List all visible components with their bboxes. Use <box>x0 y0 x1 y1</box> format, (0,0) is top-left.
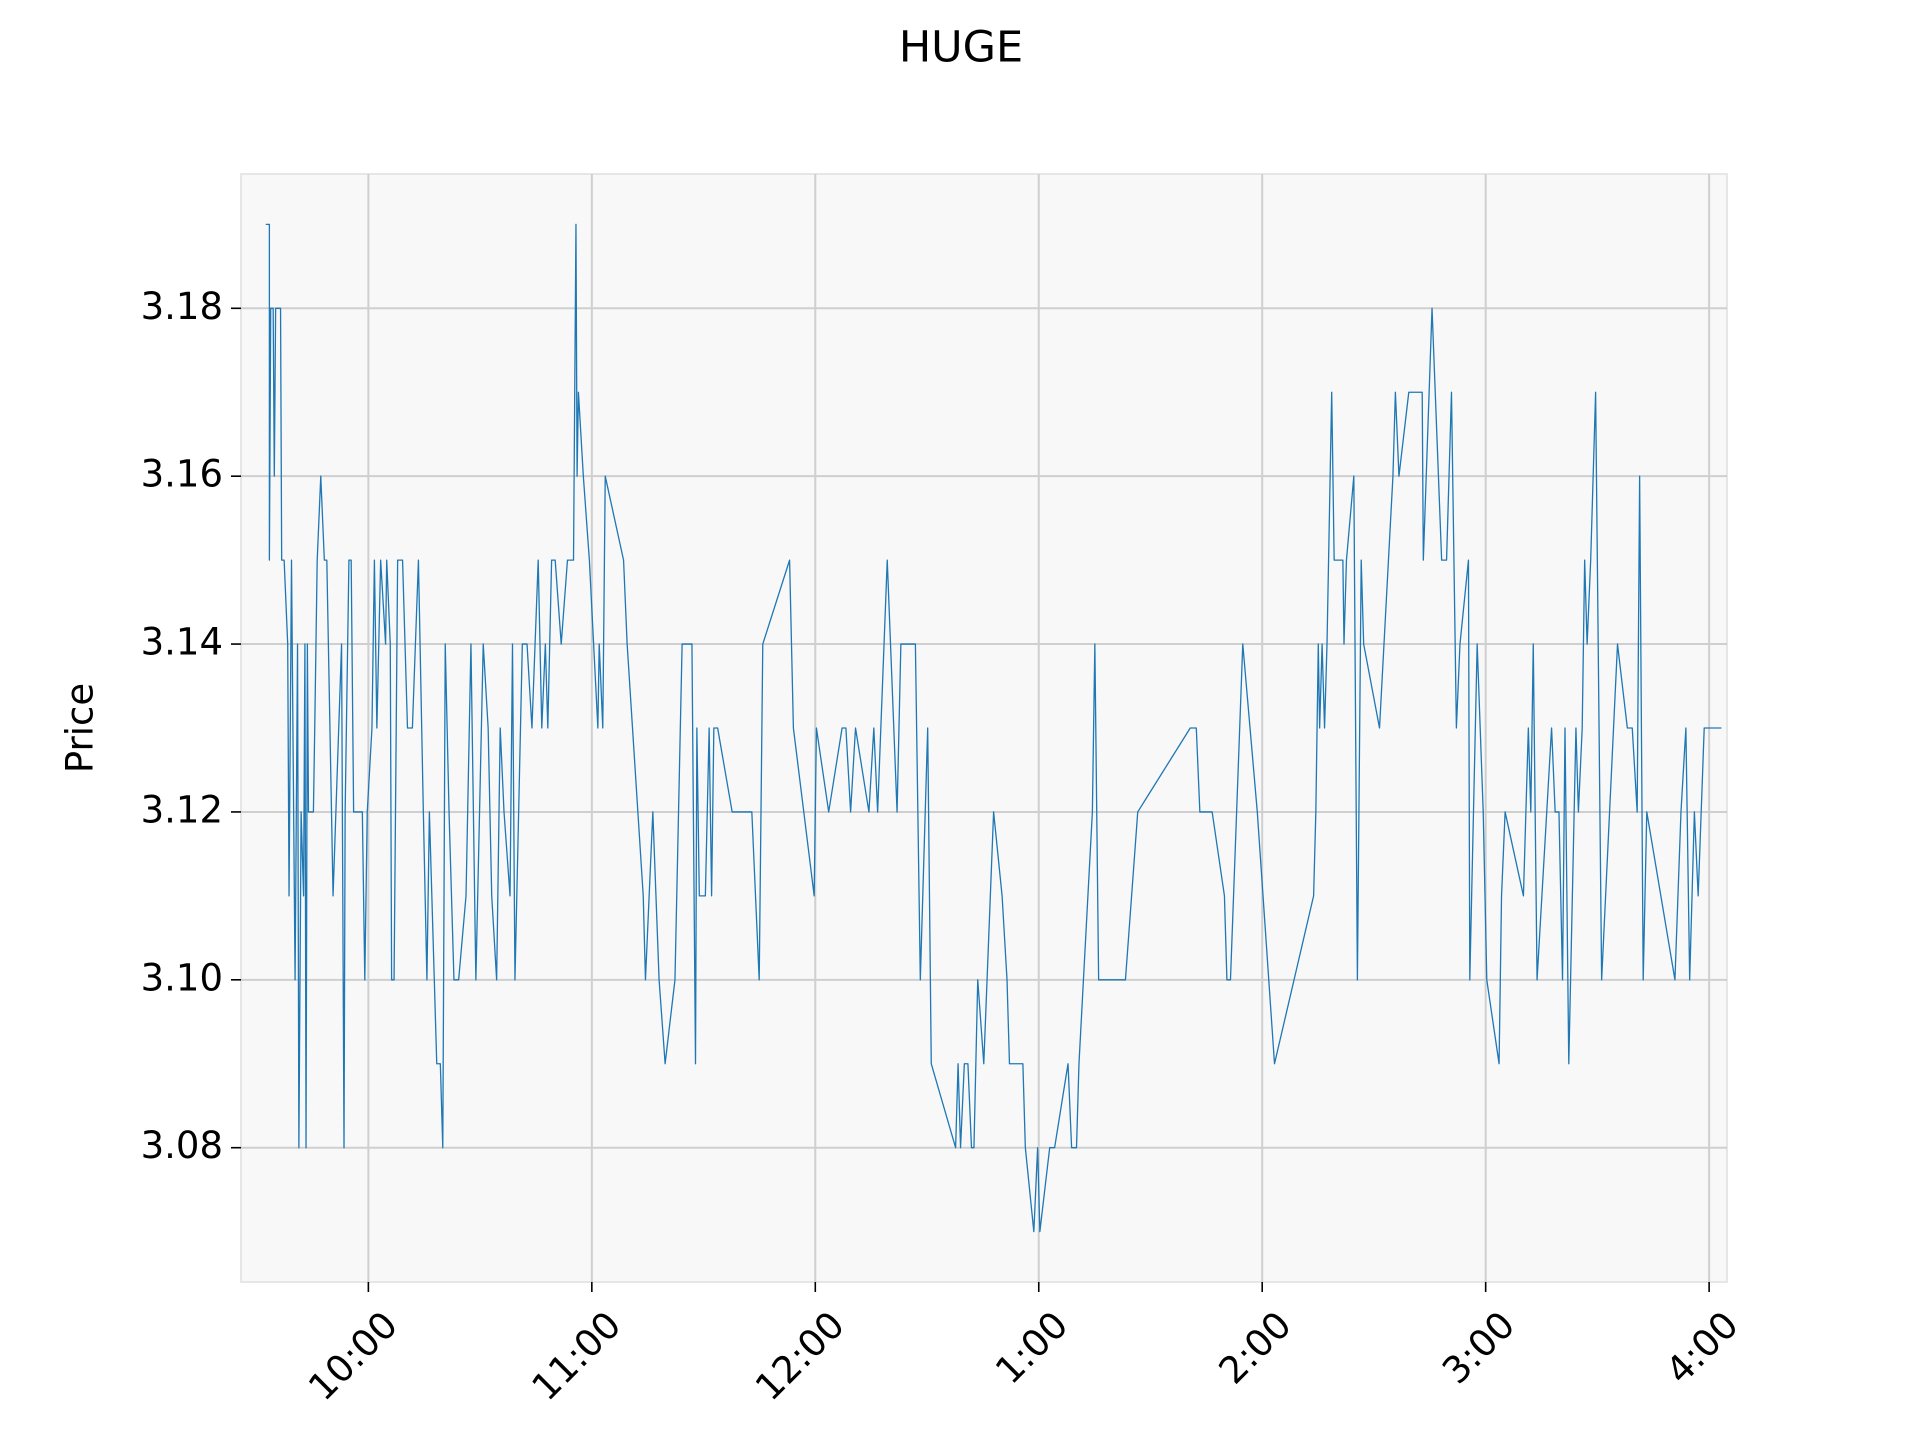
x-tick-label: 1:00 <box>987 1303 1076 1392</box>
x-tick-label: 11:00 <box>524 1303 630 1409</box>
x-tick-label: 2:00 <box>1211 1303 1300 1392</box>
x-tick-label: 3:00 <box>1434 1303 1523 1392</box>
plot-area <box>240 173 1728 1283</box>
y-tick-label: 3.14 <box>141 621 223 664</box>
price-line <box>265 223 1722 1233</box>
y-tick-label: 3.10 <box>141 956 223 999</box>
y-tick-label: 3.18 <box>141 285 223 328</box>
y-tick-label: 3.12 <box>141 788 223 831</box>
y-tick-label: 3.16 <box>141 453 223 496</box>
chart-title: HUGE <box>899 23 1023 73</box>
x-tick-label: 10:00 <box>300 1303 406 1409</box>
x-tick-label: 4:00 <box>1658 1303 1747 1392</box>
y-axis-label: Price <box>59 683 102 773</box>
x-tick-label: 12:00 <box>747 1303 853 1409</box>
y-tick-label: 3.08 <box>141 1124 223 1167</box>
